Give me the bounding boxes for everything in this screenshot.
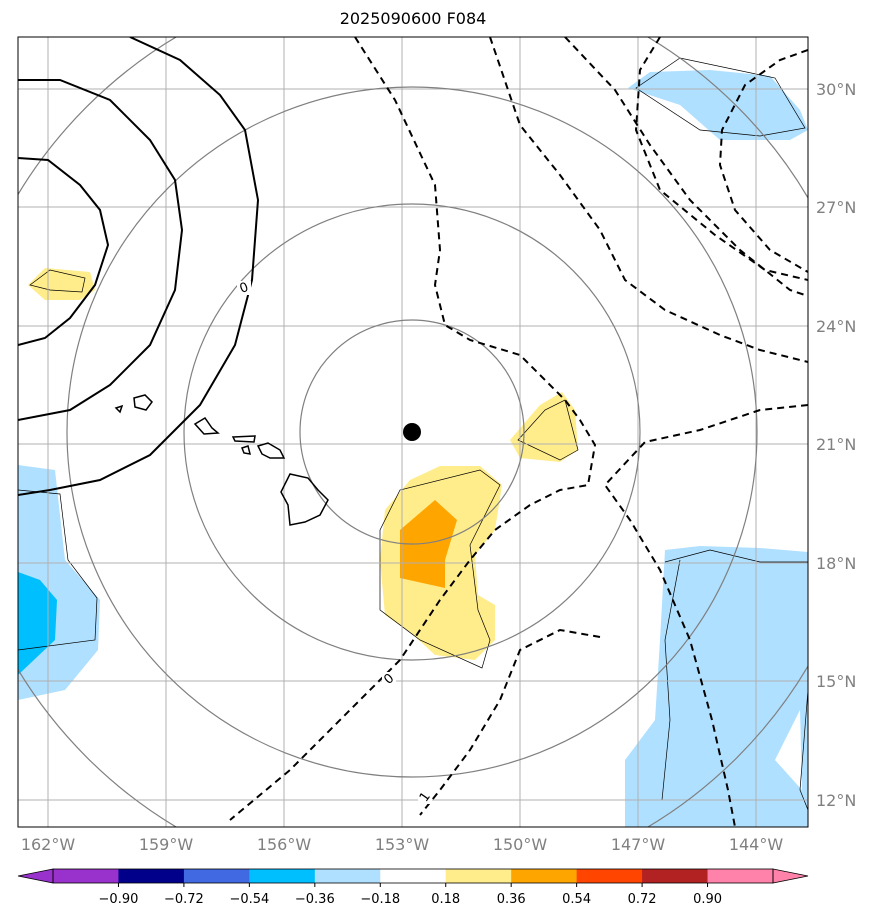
map-title: 2025090600 F084 bbox=[339, 9, 487, 28]
colorbar-tick-label: −0.54 bbox=[229, 892, 269, 907]
plot-frame bbox=[17, 36, 809, 828]
lon-label: 153°W bbox=[375, 835, 430, 854]
lon-label: 162°W bbox=[21, 835, 76, 854]
lat-label: 15°N bbox=[816, 672, 856, 691]
colorbar-cell bbox=[249, 869, 316, 883]
lat-label: 21°N bbox=[816, 435, 856, 454]
colorbar-cell bbox=[707, 869, 774, 883]
dashed-contours bbox=[229, 37, 808, 827]
lat-label: 24°N bbox=[816, 317, 856, 336]
contour-labels: 0 0 1 bbox=[237, 280, 434, 805]
lon-label: 159°W bbox=[139, 835, 194, 854]
colorbar-cell bbox=[511, 869, 578, 883]
blue-core-w bbox=[18, 572, 57, 675]
colorbar-tick-label: 0.72 bbox=[628, 892, 657, 907]
colorbar-cell bbox=[380, 869, 447, 883]
lon-label: 156°W bbox=[257, 835, 312, 854]
colorbar-cells bbox=[53, 869, 774, 883]
range-rings bbox=[18, 37, 808, 827]
colorbar-tick-label: −0.90 bbox=[99, 892, 139, 907]
lat-label: 12°N bbox=[816, 791, 856, 810]
colorbar-tick-label: 0.90 bbox=[693, 892, 722, 907]
colorbar-cell bbox=[445, 869, 512, 883]
island-molokai bbox=[231, 435, 256, 443]
graticule bbox=[18, 37, 808, 827]
island-lanai bbox=[241, 445, 252, 455]
lon-label: 150°W bbox=[493, 835, 548, 854]
longitude-labels: 162°W 159°W 156°W 153°W 150°W 147°W 144°… bbox=[21, 835, 784, 854]
colorbar-cell bbox=[118, 869, 185, 883]
colorbar-tick-label: −0.36 bbox=[295, 892, 335, 907]
island-niihau-kauai bbox=[133, 394, 153, 411]
colorbar-cell bbox=[576, 869, 643, 883]
lon-label: 147°W bbox=[611, 835, 666, 854]
lat-label: 18°N bbox=[816, 554, 856, 573]
shaded-anomaly-fields bbox=[18, 70, 808, 827]
storm-center-dot bbox=[403, 423, 421, 441]
coastlines-hawaii bbox=[114, 394, 329, 526]
island-maui bbox=[256, 442, 286, 459]
colorbar-tick-label: 0.36 bbox=[497, 892, 526, 907]
colorbar: −0.90 −0.72 −0.54 −0.36 −0.18 0.18 0.36 0.54 0.7… bbox=[17, 868, 809, 907]
map-plot-area bbox=[18, 37, 808, 827]
lon-label: 144°W bbox=[729, 835, 784, 854]
colorbar-extend-high bbox=[772, 868, 809, 884]
colorbar-ticks: −0.90 −0.72 −0.54 −0.36 −0.18 0.18 0.36 0.54 0.7… bbox=[99, 883, 722, 907]
blue-area-se bbox=[625, 546, 808, 827]
latitude-labels: 30°N 27°N 24°N 21°N 18°N 15°N 12°N bbox=[816, 80, 856, 810]
colorbar-cell bbox=[642, 869, 709, 883]
lat-label: 27°N bbox=[816, 198, 856, 217]
colorbar-tick-label: 0.18 bbox=[431, 892, 460, 907]
solid-contours bbox=[18, 37, 260, 496]
colorbar-tick-label: −0.72 bbox=[164, 892, 204, 907]
blue-area-ne bbox=[628, 70, 808, 140]
colorbar-extend-low bbox=[17, 868, 54, 884]
colorbar-cell bbox=[53, 869, 119, 883]
island-oahu bbox=[193, 416, 220, 435]
colorbar-frame bbox=[52, 868, 774, 884]
colorbar-cell bbox=[183, 869, 250, 883]
colorbar-tick-label: −0.18 bbox=[360, 892, 400, 907]
lat-label: 30°N bbox=[816, 80, 856, 99]
orange-core-central bbox=[400, 500, 457, 588]
colorbar-tick-label: 0.54 bbox=[562, 892, 591, 907]
colorbar-cell bbox=[314, 869, 381, 883]
island-big-island bbox=[280, 473, 329, 526]
